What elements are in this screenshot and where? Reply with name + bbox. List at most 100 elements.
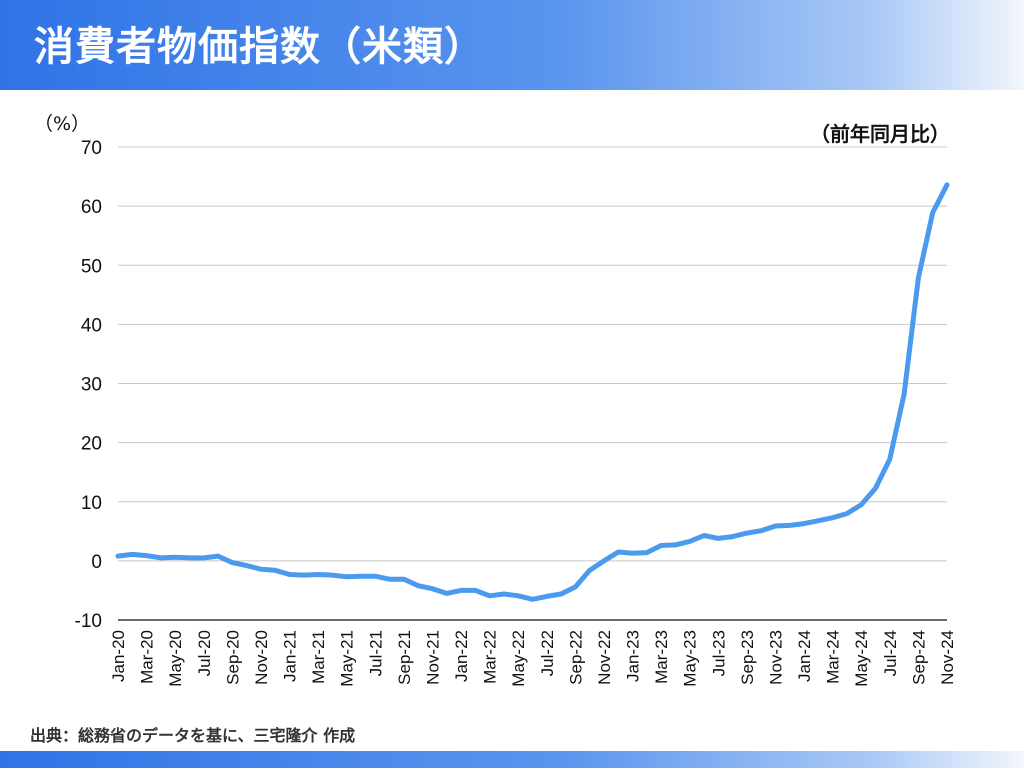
x-tick-label: May-22 <box>509 630 528 687</box>
data-point <box>630 551 635 556</box>
y-axis-unit-label: （%） <box>34 113 91 135</box>
series-layer <box>115 182 950 602</box>
data-point <box>373 574 378 579</box>
y-tick-labels: -10 0 10 20 30 40 50 60 70 <box>75 138 102 632</box>
x-tick-label: Jul-22 <box>538 630 557 676</box>
x-tick-label: Jan-24 <box>795 630 814 682</box>
bottom-bar <box>0 751 1024 768</box>
x-tick-label: Nov-23 <box>766 630 785 685</box>
x-tick-label: Jan-23 <box>624 630 643 682</box>
data-point <box>459 588 464 593</box>
x-tick-label: May-23 <box>681 630 700 687</box>
data-point <box>759 528 764 533</box>
x-tick-label: Jan-22 <box>452 630 471 682</box>
data-point <box>744 531 749 536</box>
data-point <box>530 597 535 602</box>
x-tick-label: Sep-21 <box>395 630 414 685</box>
x-tick-label: Nov-22 <box>595 630 614 685</box>
data-point <box>773 523 778 528</box>
series-line <box>115 182 950 602</box>
data-point <box>201 555 206 560</box>
x-tick-label: Nov-21 <box>423 630 442 685</box>
x-tick-label: Jan-20 <box>109 630 128 682</box>
x-tick-label: Sep-22 <box>566 630 585 685</box>
x-tick-label: Nov-20 <box>252 630 271 685</box>
data-point <box>659 543 664 548</box>
y-tick-label: 50 <box>81 256 102 277</box>
data-point <box>544 594 549 599</box>
data-point <box>802 521 807 526</box>
data-point <box>187 555 192 560</box>
x-tick-label: Sep-20 <box>223 630 242 685</box>
data-point <box>644 550 649 555</box>
data-point <box>787 523 792 528</box>
data-point <box>144 553 149 558</box>
y-tick-label: 0 <box>91 552 102 573</box>
x-tick-label: Jul-24 <box>881 630 900 676</box>
data-point <box>230 560 235 565</box>
data-point <box>244 563 249 568</box>
data-point <box>844 511 849 516</box>
data-point <box>273 568 278 573</box>
data-point <box>158 555 163 560</box>
data-point <box>258 567 263 572</box>
data-point <box>287 572 292 577</box>
data-point <box>887 457 892 462</box>
data-point <box>116 554 120 559</box>
y-tick-label: 40 <box>81 315 102 336</box>
data-point <box>444 591 449 596</box>
data-point <box>487 593 492 598</box>
x-tick-label: Mar-23 <box>652 630 671 684</box>
data-point <box>816 518 821 523</box>
data-point <box>616 550 621 555</box>
data-point <box>916 275 921 280</box>
source-note: 出典：総務省のデータを基に、三宅隆介 作成 <box>30 726 356 745</box>
x-tick-label: Mar-24 <box>824 630 843 684</box>
x-tick-label: Jan-21 <box>281 630 300 682</box>
x-tick-label: Sep-23 <box>738 630 757 685</box>
data-point <box>716 536 721 541</box>
data-point <box>130 552 135 557</box>
data-point <box>173 555 178 560</box>
y-tick-label: 60 <box>81 197 102 218</box>
data-point <box>416 583 421 588</box>
x-tick-labels: Jan-20 Mar-20 May-20 Jul-20 Sep-20 Nov-20 Jan-… <box>109 630 957 687</box>
x-tick-label: Sep-24 <box>909 630 928 685</box>
x-tick-label: Mar-22 <box>481 630 500 684</box>
data-point <box>473 588 478 593</box>
data-point <box>573 584 578 589</box>
data-point <box>387 577 392 582</box>
data-point <box>859 502 864 507</box>
data-point <box>316 572 321 577</box>
data-point <box>559 591 564 596</box>
data-point <box>830 515 835 520</box>
title-bar: 消費者物価指数（米類） <box>0 0 1024 90</box>
page-title: 消費者物価指数（米類） <box>34 24 485 70</box>
data-point <box>702 533 707 538</box>
data-point <box>587 568 592 573</box>
data-point <box>330 573 335 578</box>
y-tick-label: -10 <box>75 611 102 632</box>
x-tick-label: Mar-21 <box>309 630 328 684</box>
data-point <box>601 558 606 563</box>
data-point <box>930 210 935 215</box>
y-tick-label: 70 <box>81 138 102 159</box>
x-tick-label: May-20 <box>166 630 185 687</box>
x-tick-label: Mar-20 <box>138 630 157 684</box>
grid-layer <box>118 146 947 621</box>
data-point <box>430 586 435 591</box>
data-point <box>873 486 878 491</box>
x-tick-label: May-21 <box>338 630 357 687</box>
data-point <box>673 542 678 547</box>
y-tick-label: 30 <box>81 375 102 396</box>
y-tick-label: 10 <box>81 493 102 514</box>
chart-note: （前年同月比） <box>810 122 950 146</box>
line-chart: -10 0 10 20 30 40 50 60 70 Jan-20 Mar-20 May-20 Jul… <box>75 138 957 687</box>
data-point <box>730 534 735 539</box>
data-point <box>516 593 521 598</box>
y-tick-label: 20 <box>81 434 102 455</box>
data-point <box>687 539 692 544</box>
x-tick-label: Jul-23 <box>709 630 728 676</box>
data-point <box>401 577 406 582</box>
data-point <box>501 591 506 596</box>
